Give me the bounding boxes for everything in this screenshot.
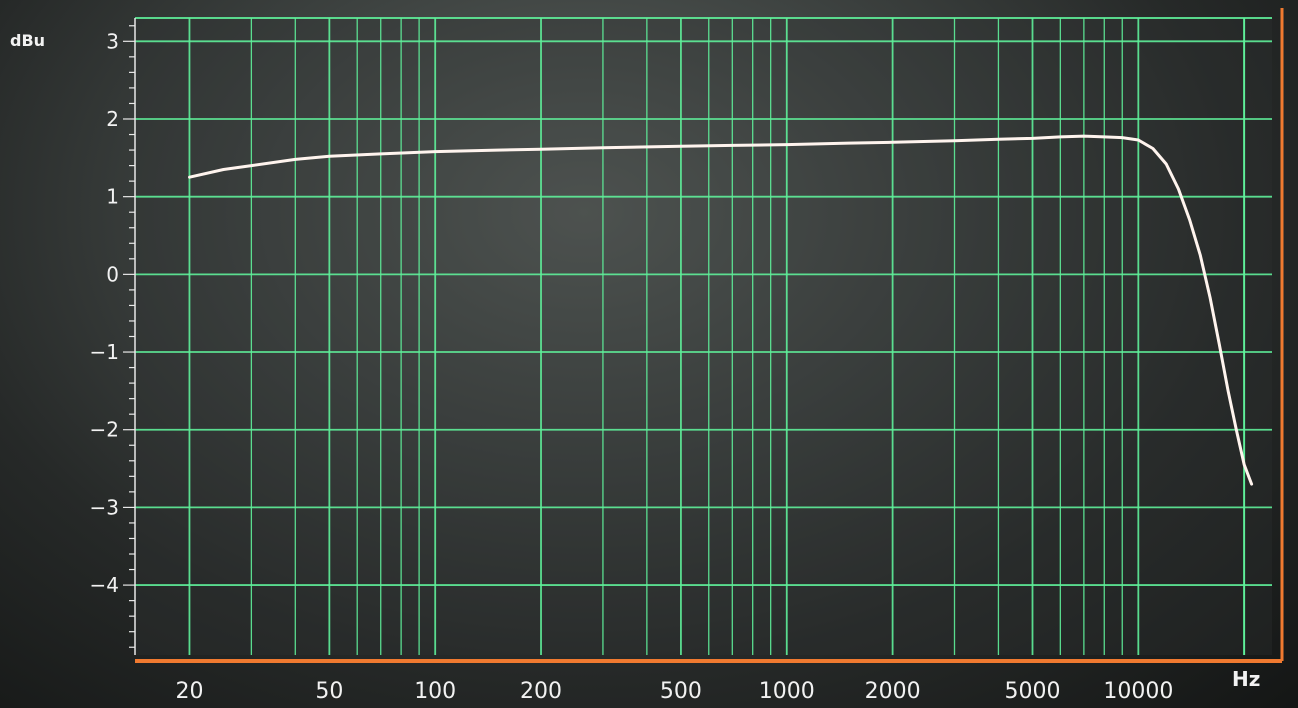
data-point: [1031, 137, 1034, 140]
y-tick-label: −4: [90, 573, 119, 597]
data-point: [1209, 297, 1211, 299]
x-tick-label: 100: [414, 679, 456, 704]
data-point: [731, 144, 733, 146]
data-point: [786, 144, 788, 146]
data-point: [680, 145, 682, 147]
data-point: [1059, 136, 1061, 138]
data-point: [188, 176, 191, 178]
data-point: [1251, 483, 1253, 485]
data-point: [891, 141, 894, 143]
y-tick-label: −1: [90, 340, 119, 364]
data-point: [1177, 188, 1179, 190]
data-point: [1243, 464, 1245, 466]
x-tick-label: 10000: [1103, 679, 1173, 704]
data-point: [434, 151, 436, 153]
data-point: [1218, 343, 1220, 345]
data-point: [1165, 163, 1167, 165]
x-tick-label: 50: [315, 679, 343, 704]
data-point: [380, 153, 382, 155]
plot-area: [135, 18, 1272, 655]
data-point: [1235, 429, 1237, 431]
x-tick-label: 5000: [1004, 679, 1060, 704]
data-point: [250, 164, 252, 167]
y-tick-label: 3: [106, 29, 119, 53]
x-tick-label: 2000: [865, 679, 921, 704]
y-tick-label: −3: [90, 495, 119, 519]
data-point: [602, 147, 604, 149]
y-tick-label: 2: [106, 107, 119, 131]
data-point: [496, 149, 498, 151]
data-point: [1152, 147, 1154, 150]
data-point: [848, 142, 850, 144]
data-point: [540, 148, 542, 150]
y-tick-label: 1: [106, 185, 119, 209]
data-point: [328, 155, 330, 157]
data-point: [1103, 136, 1105, 138]
data-point: [1083, 135, 1085, 137]
y-tick-label: 0: [106, 262, 119, 286]
data-point: [1199, 254, 1201, 256]
x-tick-label: 1000: [759, 679, 815, 704]
data-point: [1189, 219, 1191, 221]
data-point: [1137, 139, 1139, 141]
data-point: [997, 138, 1000, 140]
data-point: [1121, 137, 1123, 139]
x-tick-label: 20: [175, 679, 203, 704]
response-curve: [188, 134, 1254, 486]
data-point: [953, 140, 956, 142]
x-axis-unit-label: Hz: [1232, 667, 1260, 691]
x-tick-label: 500: [660, 679, 702, 704]
x-tick-label: 200: [520, 679, 562, 704]
data-point: [1227, 390, 1229, 392]
y-tick-label: −2: [90, 418, 119, 442]
data-point: [294, 158, 296, 160]
y-axis-unit-label: dBu: [10, 31, 45, 50]
data-point: [222, 168, 225, 171]
